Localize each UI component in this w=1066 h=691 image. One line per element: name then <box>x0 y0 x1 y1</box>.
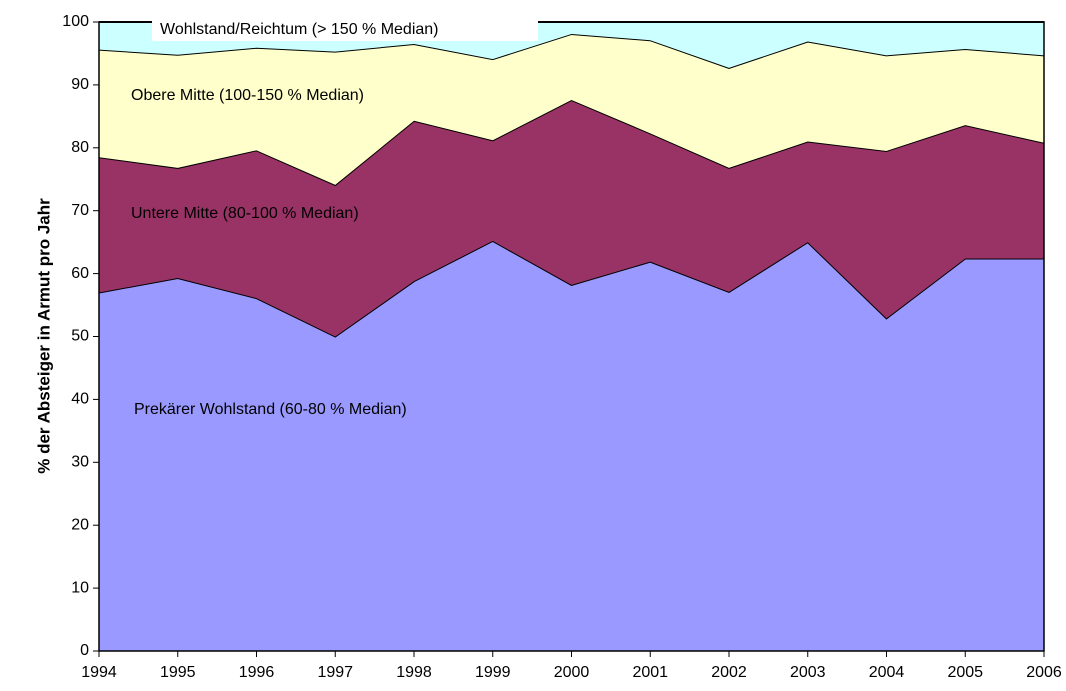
y-tick-label: 50 <box>71 328 89 345</box>
x-tick-label: 1999 <box>475 664 511 681</box>
y-tick-label: 70 <box>71 202 89 219</box>
y-tick-label: 40 <box>71 391 89 408</box>
area-label: Untere Mitte (80-100 % Median) <box>131 205 359 222</box>
y-tick-label: 30 <box>71 454 89 471</box>
area-label: Wohlstand/Reichtum (> 150 % Median) <box>160 21 439 38</box>
area-labels: Wohlstand/Reichtum (> 150 % Median) Ober… <box>131 13 538 418</box>
x-tick-label: 1994 <box>81 664 117 681</box>
x-tick-label: 2000 <box>554 664 590 681</box>
y-tick-label: 20 <box>71 516 89 533</box>
area-label: Obere Mitte (100-150 % Median) <box>131 87 364 104</box>
x-tick-label: 2001 <box>632 664 668 681</box>
area <box>99 99 1044 337</box>
y-tick-label: 100 <box>62 13 89 30</box>
area <box>99 240 1044 651</box>
x-tick-label: 1998 <box>396 664 432 681</box>
area <box>99 33 1044 185</box>
y-tick-label: 90 <box>71 76 89 93</box>
x-tick-label: 2006 <box>1026 664 1062 681</box>
x-tick-label: 2003 <box>790 664 826 681</box>
x-tick-label: 1997 <box>317 664 353 681</box>
y-tick-label: 60 <box>71 265 89 282</box>
x-tick-label: 2005 <box>947 664 983 681</box>
plot-area <box>98 21 1045 651</box>
y-axis-title: % der Absteiger in Armut pro Jahr <box>34 198 53 474</box>
x-tick-label: 1996 <box>239 664 275 681</box>
y-tick-label: 0 <box>80 642 89 659</box>
y-tick-label: 80 <box>71 139 89 156</box>
x-tick-label: 2004 <box>869 664 905 681</box>
x-tick-label: 1995 <box>160 664 196 681</box>
label-background <box>152 13 538 41</box>
y-tick-label: 10 <box>71 579 89 596</box>
x-tick-label: 2002 <box>711 664 747 681</box>
area-label: Prekärer Wohlstand (60-80 % Median) <box>134 401 407 418</box>
